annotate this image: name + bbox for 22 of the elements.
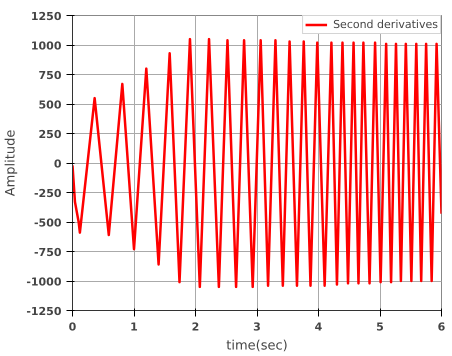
x-tick-label: 4 — [314, 320, 323, 334]
line-series — [72, 38, 442, 288]
x-tick-label: 2 — [192, 320, 200, 334]
x-tick-label: 0 — [68, 320, 77, 334]
x-tick-label: 5 — [376, 320, 384, 334]
y-tick-label: 1000 — [30, 40, 62, 52]
y-axis-title: Amplitude — [3, 130, 18, 196]
x-tick-label: 6 — [438, 320, 446, 334]
x-axis-title: time(sec) — [226, 338, 288, 354]
y-tick-label: 500 — [38, 98, 62, 112]
legend-label: Second derivatives — [333, 18, 438, 31]
y-tick-label: 0 — [54, 158, 62, 170]
y-tick-label: -750 — [34, 246, 62, 259]
y-tick-label: 250 — [38, 128, 62, 141]
y-tick-label: -1250 — [26, 305, 62, 318]
x-tick-label: 1 — [130, 320, 138, 334]
y-tick-label: -250 — [34, 187, 62, 200]
y-tick-label: -1000 — [26, 276, 62, 288]
y-tick-label: 1250 — [30, 10, 62, 23]
y-tick-label: 750 — [38, 69, 62, 82]
y-tick-label: -500 — [34, 216, 62, 230]
x-tick-label: 3 — [253, 320, 261, 334]
